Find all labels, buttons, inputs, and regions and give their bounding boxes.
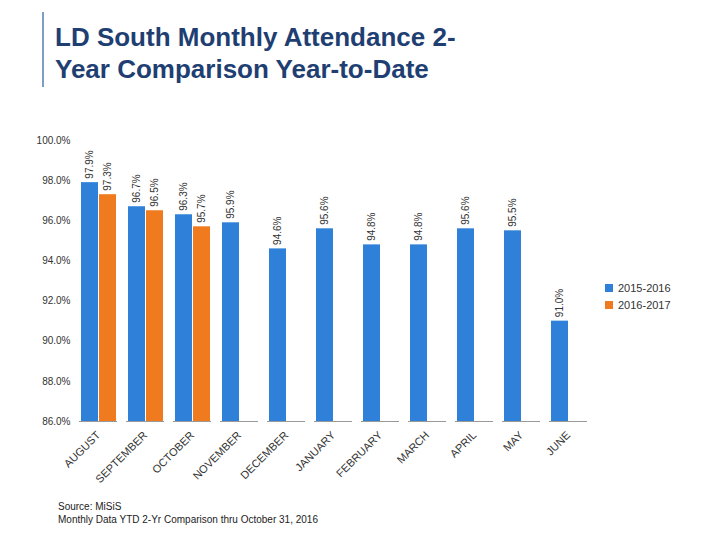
svg-text:95.6%: 95.6% (460, 196, 471, 224)
svg-text:97.9%: 97.9% (84, 150, 95, 178)
svg-text:95.7%: 95.7% (196, 194, 207, 222)
svg-text:96.7%: 96.7% (131, 174, 142, 202)
svg-text:98.0%: 98.0% (42, 175, 70, 186)
svg-text:AUGUST: AUGUST (62, 429, 103, 470)
svg-text:MAY: MAY (501, 428, 526, 453)
svg-text:APRIL: APRIL (447, 429, 478, 460)
svg-text:94.0%: 94.0% (42, 255, 70, 266)
svg-text:OCTOBER: OCTOBER (150, 429, 197, 476)
svg-text:FEBRUARY: FEBRUARY (334, 428, 385, 479)
svg-text:92.0%: 92.0% (42, 295, 70, 306)
svg-text:SEPTEMBER: SEPTEMBER (93, 429, 150, 486)
html-text:Monthly Data YTD 2-Yr Comparis: Monthly Data YTD 2-Yr Comparison thru Oc… (58, 514, 318, 525)
html-text:LD South Monthly Attendance 2-: LD South Monthly Attendance 2-Year Compa… (55, 22, 456, 84)
svg-text:94.8%: 94.8% (413, 212, 424, 240)
svg-text:JUNE: JUNE (544, 429, 573, 458)
svg-text:94.8%: 94.8% (366, 212, 377, 240)
svg-text:100.0%: 100.0% (37, 135, 71, 146)
svg-text:90.0%: 90.0% (42, 335, 70, 346)
svg-text:JANUARY: JANUARY (293, 428, 338, 473)
svg-text:86.0%: 86.0% (42, 416, 70, 427)
svg-text:MARCH: MARCH (394, 429, 431, 466)
svg-text:96.3%: 96.3% (178, 182, 189, 210)
svg-text:91.0%: 91.0% (554, 289, 565, 317)
svg-text:88.0%: 88.0% (42, 376, 70, 387)
html-text:Source: MiSiS: Source: MiSiS (58, 501, 122, 512)
svg-text:NOVEMBER: NOVEMBER (190, 429, 243, 482)
svg-text:94.6%: 94.6% (272, 216, 283, 244)
svg-text:DECEMBER: DECEMBER (238, 429, 291, 482)
svg-text:95.9%: 95.9% (225, 190, 236, 218)
html-text:2015-2016: 2015-2016 (618, 282, 671, 294)
svg-text:96.0%: 96.0% (42, 215, 70, 226)
svg-text:95.5%: 95.5% (507, 198, 518, 226)
html-text:2016-2017: 2016-2017 (618, 299, 671, 311)
svg-text:95.6%: 95.6% (319, 196, 330, 224)
svg-text:97.3%: 97.3% (102, 162, 113, 190)
svg-text:96.5%: 96.5% (149, 178, 160, 206)
